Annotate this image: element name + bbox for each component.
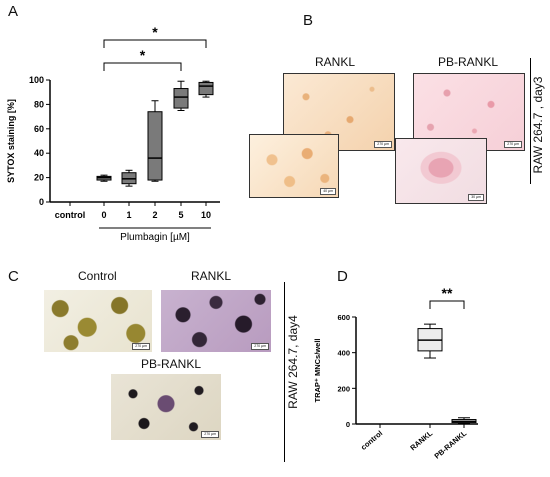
rankl-day3-micrograph-inset: 40 µm — [249, 134, 339, 198]
panel-letter-d: D — [337, 268, 348, 285]
control-day4-micrograph: 270 µm — [44, 290, 152, 352]
divider-line — [530, 58, 531, 184]
rankl-day3-title: RANKL — [315, 55, 356, 69]
panel-d-boxplot: 0 200 400 600 TRAP⁺ MNCs/well control RANKLPB-… — [313, 285, 478, 461]
y-tick-label: 200 — [337, 384, 350, 393]
x-tick-label: control — [359, 429, 384, 452]
panel-a-boxplot: 0 20 40 60 80 100 SYTOX staining [%] control 0 1 2… — [6, 24, 220, 243]
y-tick-label: 20 — [34, 173, 44, 183]
x-tick-label: 1 — [126, 210, 131, 220]
cell-line-day4-label: RAW 264.7, day4 — [286, 315, 300, 409]
scale-bar: 270 µm — [504, 141, 522, 148]
y-tick-label: 0 — [39, 197, 44, 207]
panel-letter-b: B — [303, 12, 314, 29]
y-tick-label: 100 — [29, 75, 44, 85]
significance-bracket — [103, 62, 182, 71]
x-tick-label: control — [55, 210, 86, 220]
significance-marker: * — [152, 24, 158, 40]
pb-rankl-day3-micrograph-large: 270 µm — [413, 73, 525, 151]
pb-rankl-day3-title: PB-RANKL — [438, 55, 499, 69]
scale-bar: 40 µm — [320, 188, 336, 195]
x-tick-label: 5 — [178, 210, 183, 220]
significance-marker: ** — [442, 285, 453, 301]
rankl-day4-micrograph: 270 µm — [161, 290, 271, 352]
box-10 — [198, 81, 214, 96]
y-tick-label: 400 — [337, 349, 350, 358]
cell-line-day3-label: RAW 264.7 , day3 — [531, 76, 545, 174]
y-tick-label: 600 — [337, 313, 350, 322]
box-5 — [173, 88, 189, 109]
control-day4-title: Control — [78, 269, 117, 283]
x-tick-label: RANKL — [408, 428, 434, 452]
x-tick-label: PB-RANKL — [432, 428, 468, 460]
x-tick-label: 10 — [201, 210, 211, 220]
scale-bar: 270 µm — [201, 431, 219, 438]
scale-bar: 270 µm — [374, 141, 392, 148]
pb-rankl-day4-title: PB-RANKL — [141, 357, 202, 371]
x-tick-label: 0 — [101, 210, 106, 220]
panel-letter-a: A — [8, 3, 19, 20]
scale-bar: 270 µm — [132, 343, 150, 350]
significance-bracket — [429, 300, 465, 309]
y-tick-label: 0 — [346, 420, 350, 429]
x-tick-label: 2 — [152, 210, 157, 220]
significance-marker: * — [140, 47, 146, 63]
x-axis-label: Plumbagin [µM] — [120, 232, 190, 243]
pb-rankl-day3-micrograph-inset: 30 µm — [395, 138, 487, 204]
y-tick-label: 40 — [34, 148, 44, 158]
y-axis-label: TRAP⁺ MNCs/well — [313, 339, 322, 403]
y-tick-label: 60 — [34, 124, 44, 134]
panel-letter-c: C — [8, 268, 19, 285]
box-2 — [147, 111, 163, 181]
pb-rankl-day4-micrograph: 270 µm — [111, 374, 221, 440]
y-axis-label: SYTOX staining [%] — [6, 99, 16, 183]
divider-line — [284, 282, 285, 462]
scale-bar: 30 µm — [468, 194, 484, 201]
y-tick-label: 80 — [34, 99, 44, 109]
scale-bar: 270 µm — [251, 343, 269, 350]
rankl-day4-title: RANKL — [191, 269, 232, 283]
significance-bracket — [103, 39, 207, 48]
